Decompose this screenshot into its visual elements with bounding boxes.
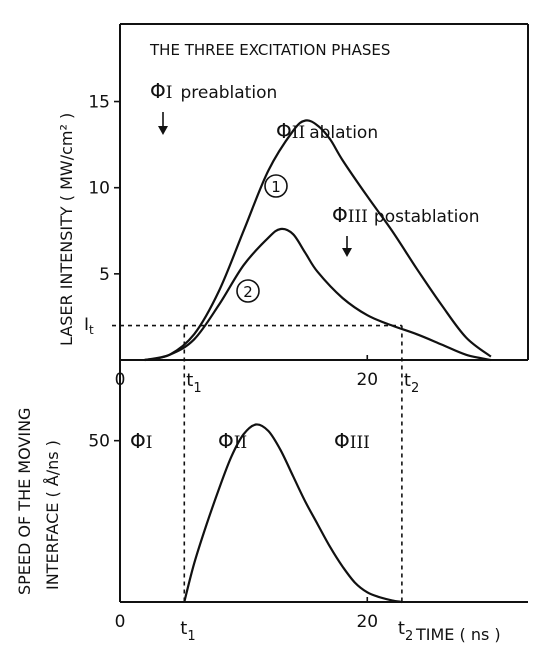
bottom-phase-2: ΦII xyxy=(218,429,247,453)
bottom-phase-1-symbol: Φ xyxy=(130,429,146,453)
bottom-phase-2-numeral: II xyxy=(234,433,247,453)
annotation-phase-3-text: postablation xyxy=(374,207,480,227)
threshold-label: It xyxy=(84,315,94,337)
curve-1-label-circle xyxy=(264,174,288,198)
top-chart-title: THE THREE EXCITATION PHASES xyxy=(149,41,390,59)
annotation-phase-2-symbol: Φ xyxy=(276,119,292,143)
annotation-phase-2: ΦII ablation xyxy=(276,119,378,143)
annotation-phase-1-arrowhead xyxy=(158,126,168,135)
annotation-phase-3-numeral: III xyxy=(348,207,368,227)
bottom-phase-3-symbol: Φ xyxy=(334,429,350,453)
speed-curve xyxy=(183,423,403,604)
marker-label-bottom-2: t2 xyxy=(398,618,413,644)
curve-2-label: 2 xyxy=(243,283,253,301)
threshold-label-sub: t xyxy=(89,323,94,337)
annotation-phase-1-numeral: I xyxy=(166,83,173,103)
top-ytick-label-1: 10 xyxy=(88,179,110,199)
top-ytick-label-0: 5 xyxy=(99,265,110,285)
bottom-xtick-label-1: 20 xyxy=(356,612,378,632)
annotation-phase-2-numeral: II xyxy=(292,123,305,143)
bottom-x-axis-label: TIME ( ns ) xyxy=(415,625,501,644)
top-ytick-label-2: 15 xyxy=(88,93,110,113)
bottom-phase-2-symbol: Φ xyxy=(218,429,234,453)
bottom-phase-1-numeral: I xyxy=(146,433,153,453)
curve-2-label-circle xyxy=(236,279,260,303)
annotation-phase-3: ΦIII postablation xyxy=(332,203,480,227)
threshold-label-main: I xyxy=(84,315,89,335)
top-xtick-label-1: 20 xyxy=(356,370,378,390)
annotation-phase-1-text: preablation xyxy=(180,83,277,103)
marker-label-top-1: t1 xyxy=(186,370,201,396)
bottom-xtick-label-0: 0 xyxy=(115,612,126,632)
marker-label-bottom-1: t1 xyxy=(180,618,195,644)
intensity-curve-2 xyxy=(144,227,492,362)
annotation-phase-1-symbol: Φ xyxy=(150,79,166,103)
bottom-phase-3: ΦIII xyxy=(334,429,370,453)
annotation-phase-1: ΦI preablation xyxy=(150,79,277,103)
bottom-phase-3-numeral: III xyxy=(350,433,370,453)
bottom-phase-1: ΦI xyxy=(130,429,152,453)
bottom-y-axis-label-line2: INTERFACE ( Å/ns ) xyxy=(43,440,62,590)
top-y-axis-label: LASER INTENSITY ( MW/cm² ) xyxy=(57,113,76,346)
annotation-phase-2-text: ablation xyxy=(309,123,378,143)
bottom-y-axis-label-line1: SPEED OF THE MOVING xyxy=(15,408,34,595)
annotation-phase-3-symbol: Φ xyxy=(332,203,348,227)
annotation-phase-3-arrowhead xyxy=(342,248,352,257)
bottom-panel: 50 0 20 SPEED OF THE MOVING INTERFACE ( Å… xyxy=(15,360,528,644)
curve-1-label: 1 xyxy=(271,178,281,196)
bottom-ytick-label-0: 50 xyxy=(88,432,110,452)
intensity-curve-1 xyxy=(144,119,492,362)
marker-label-top-2: t2 xyxy=(404,370,419,396)
